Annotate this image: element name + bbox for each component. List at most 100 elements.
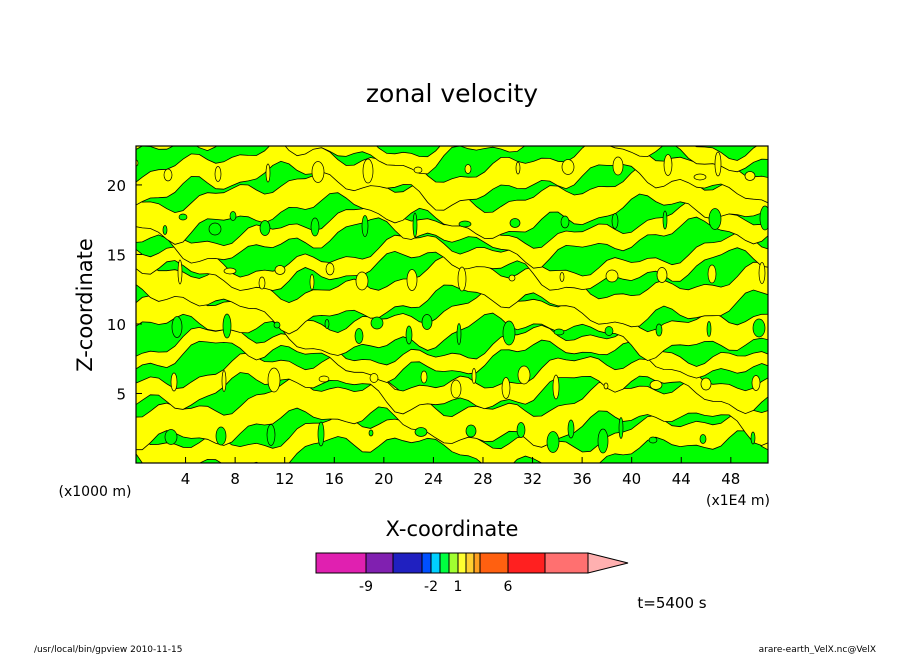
- x-tick-label: 24: [424, 470, 443, 488]
- contour-band: [136, 286, 768, 362]
- contour-blob: [368, 429, 374, 437]
- contour-blob: [553, 328, 565, 336]
- contour-band: [136, 146, 768, 175]
- contour-blob: [420, 370, 428, 384]
- contour-blob: [162, 225, 168, 235]
- contour-blob: [656, 267, 668, 283]
- contour-blob: [178, 213, 188, 221]
- contour-blob: [170, 372, 178, 392]
- contour-blob: [317, 421, 325, 447]
- contour-blob: [309, 274, 315, 290]
- x-tick-label: 28: [473, 470, 492, 488]
- contour-blob: [421, 314, 433, 330]
- contour-blob: [265, 163, 271, 183]
- contour-blob: [706, 321, 712, 337]
- contour-blob: [471, 368, 477, 384]
- colorbar-segment: [465, 552, 475, 574]
- contour-blob: [259, 220, 271, 236]
- x-tick-label: 4: [181, 470, 191, 488]
- y-axis-label: Z-coordinate: [73, 238, 97, 372]
- contour-blob: [612, 156, 624, 176]
- contour-blob: [708, 208, 722, 230]
- x-tick-label: 12: [275, 470, 294, 488]
- contour-blob: [413, 166, 423, 174]
- contour-blob: [273, 321, 281, 329]
- colorbar-label: -9: [359, 579, 373, 595]
- contour-blob: [559, 272, 565, 282]
- colorbar-segment: [315, 552, 367, 574]
- y-tick-label: 5: [116, 385, 126, 403]
- chart-title: zonal velocity: [366, 79, 538, 108]
- contour-blob: [744, 171, 756, 181]
- contour-blob: [369, 373, 379, 383]
- contour-band: [136, 378, 768, 451]
- contour-blob: [465, 424, 477, 438]
- contour-blob: [274, 265, 286, 275]
- x-tick-label: 32: [523, 470, 542, 488]
- contour-blob: [450, 379, 462, 399]
- plot-frame: [135, 145, 769, 464]
- x-tick-label: 20: [374, 470, 393, 488]
- colorbar-segment: [392, 552, 423, 574]
- contour-blob: [414, 427, 428, 437]
- contour-blob: [750, 431, 756, 445]
- y-tick-label: 20: [107, 177, 126, 195]
- contour-blob: [561, 159, 575, 175]
- contour-blob: [758, 262, 766, 284]
- colorbar-segment: [365, 552, 394, 574]
- contour-blob: [456, 323, 462, 345]
- contour-blob: [662, 210, 668, 230]
- contour-blob: [502, 320, 516, 346]
- colorbar-label: 1: [454, 579, 463, 595]
- colorbar-segment: [439, 552, 450, 574]
- contour-blob: [354, 328, 364, 344]
- x-tick-label: 36: [573, 470, 592, 488]
- contour-blob: [318, 375, 330, 383]
- contour-blob: [597, 428, 609, 454]
- contour-blob: [655, 323, 663, 337]
- contour-blob: [266, 424, 276, 446]
- colorbar-segment: [507, 552, 546, 574]
- contour-blob: [215, 426, 227, 446]
- contour-blob: [759, 205, 768, 231]
- contour-blob: [605, 269, 619, 283]
- contour-blob: [611, 213, 619, 229]
- contour-blob: [693, 173, 707, 181]
- colorbar-label: 6: [504, 579, 513, 595]
- contour-blob: [310, 217, 320, 237]
- colorbar-segment: [448, 552, 459, 574]
- colorbar-segment: [421, 552, 432, 574]
- colorbar-arrow-tip: [587, 552, 629, 574]
- colorbar-segment: [473, 552, 481, 574]
- x-axis-ticks: 4 8 12 16 20 24 28 32 36 40 44 48: [181, 457, 740, 488]
- contour-blob: [222, 313, 232, 339]
- contour-blob: [412, 212, 418, 238]
- contour-blob: [325, 262, 335, 276]
- contour-blob: [603, 382, 609, 390]
- contour-blob: [699, 434, 707, 444]
- contour-blob: [618, 417, 624, 439]
- colorbar-label: -2: [424, 579, 438, 595]
- x-tick-label: 48: [721, 470, 740, 488]
- colorbar-segment: [430, 552, 441, 574]
- x-tick-label: 8: [230, 470, 240, 488]
- x-axis-label: X-coordinate: [386, 517, 519, 541]
- contour-blob: [714, 151, 722, 177]
- contour-blob: [355, 271, 369, 291]
- contour-blob: [751, 375, 761, 391]
- contour-blob: [405, 325, 413, 345]
- contour-band: [136, 146, 768, 211]
- footer-right: arare-earth_VelX.nc@VelX: [759, 645, 876, 654]
- contour-blob: [163, 168, 173, 182]
- contour-blob: [604, 326, 614, 336]
- contour-blob: [361, 215, 369, 237]
- contour-blob: [458, 220, 472, 228]
- footer-left: /usr/local/bin/gpview 2010-11-15: [34, 645, 182, 654]
- contour-blob: [567, 419, 575, 439]
- x-tick-label: 40: [622, 470, 641, 488]
- contour-blob: [324, 319, 330, 329]
- contour-blob: [649, 380, 663, 390]
- colorbar: -9 -2 1 6: [315, 552, 629, 595]
- contour-blob: [229, 211, 237, 221]
